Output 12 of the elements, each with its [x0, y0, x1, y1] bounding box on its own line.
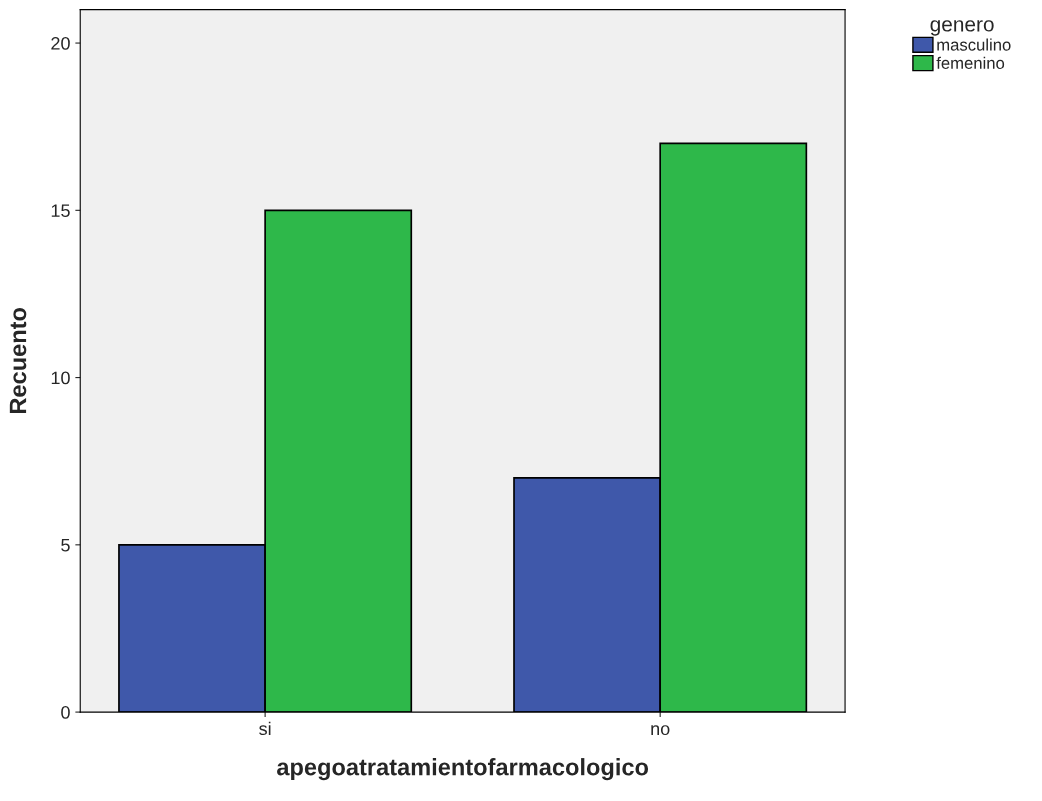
legend-title: genero: [930, 20, 994, 36]
x-tick-label: no: [651, 725, 670, 736]
y-axis-title: Recuento: [9, 307, 27, 414]
y-tick-label: 20: [51, 37, 70, 50]
legend-label: masculino: [937, 38, 1011, 51]
y-tick-label: 0: [61, 706, 70, 719]
y-tick-label: 15: [51, 204, 70, 218]
x-tick-label: si: [259, 721, 271, 736]
x-axis-title: apegoatratamientofarmacologico: [277, 758, 649, 781]
legend-label: femenino: [936, 56, 1005, 69]
y-tick-label: 10: [51, 371, 70, 385]
y-tick-label: 5: [61, 538, 70, 552]
